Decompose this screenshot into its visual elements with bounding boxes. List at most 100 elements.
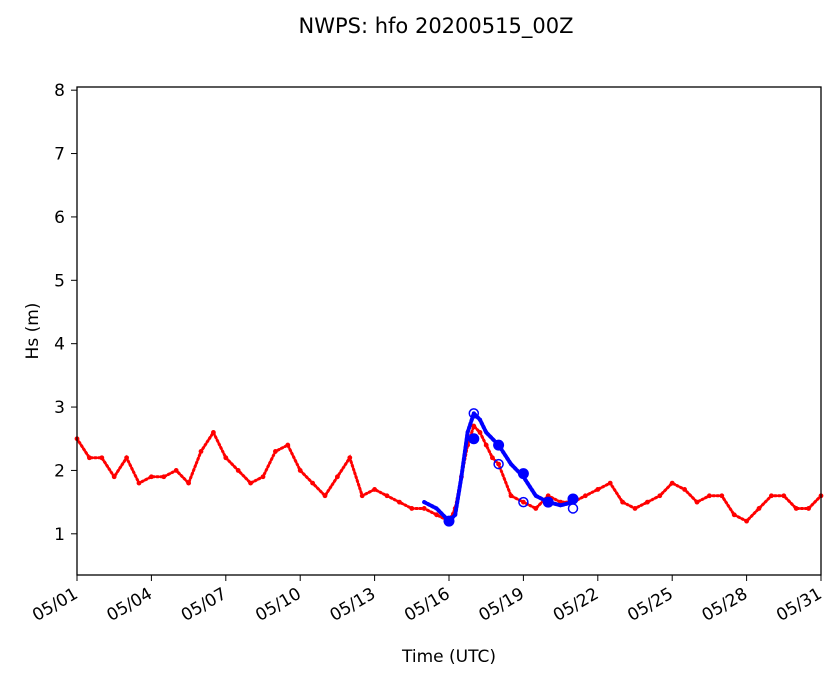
data-point	[453, 512, 458, 517]
data-point	[384, 493, 390, 499]
x-tick-label: 05/28	[699, 584, 751, 626]
data-point	[567, 493, 579, 505]
data-point	[719, 493, 725, 499]
data-point	[372, 487, 377, 492]
x-tick-label: 05/16	[401, 584, 453, 626]
data-point	[533, 506, 539, 511]
data-point	[707, 493, 712, 499]
data-point	[682, 487, 687, 492]
data-point	[434, 512, 439, 518]
data-point	[310, 480, 315, 486]
data-point	[508, 493, 514, 499]
data-point	[645, 499, 650, 505]
data-point	[347, 455, 353, 461]
data-point	[111, 474, 117, 480]
data-point	[632, 506, 638, 511]
y-tick-label: 1	[54, 525, 65, 545]
data-point	[567, 503, 579, 514]
data-point	[223, 455, 229, 461]
data-point	[478, 417, 482, 422]
y-axis: 1 2 3 4 5 6 7 8	[54, 81, 77, 545]
data-point	[620, 499, 625, 505]
data-point	[471, 411, 476, 416]
data-point	[397, 499, 402, 505]
plot-frame	[76, 86, 822, 576]
data-point	[459, 474, 464, 479]
data-point	[235, 468, 241, 473]
series-3	[443, 408, 579, 527]
y-tick-label: 3	[54, 398, 65, 418]
data-point	[99, 455, 105, 461]
x-tick-label: 05/07	[178, 584, 230, 626]
data-point	[496, 461, 501, 467]
data-point	[607, 480, 613, 486]
data-point	[434, 506, 439, 511]
x-axis: 05/01 05/04 05/07 05/10 05/13 05/16 05/19 05/22…	[29, 575, 826, 626]
data-point	[273, 449, 278, 454]
data-point	[359, 493, 365, 499]
plot-area	[77, 87, 821, 575]
data-point	[521, 499, 526, 505]
data-point	[465, 430, 470, 435]
data-point	[421, 506, 427, 511]
data-point	[793, 506, 799, 511]
chart-title: NWPS: hfo 20200515_00Z	[299, 14, 574, 39]
data-point	[468, 408, 480, 419]
x-tick-label: 05/04	[103, 584, 155, 626]
data-point	[583, 493, 588, 499]
data-point	[731, 512, 737, 518]
data-point	[533, 493, 538, 498]
data-point	[443, 515, 455, 527]
y-axis-label: Hs (m)	[23, 303, 43, 360]
data-point	[161, 474, 167, 480]
data-point	[806, 506, 811, 511]
data-point	[509, 462, 513, 467]
y-tick-label: 2	[54, 461, 65, 481]
x-tick-label: 05/13	[327, 584, 379, 626]
data-point	[769, 493, 774, 499]
data-point	[484, 430, 489, 435]
y-tick-label: 4	[54, 335, 65, 355]
data-point	[558, 503, 563, 508]
data-point	[490, 455, 495, 461]
y-tick-label: 5	[54, 271, 65, 291]
y-tick-label: 6	[54, 208, 65, 228]
data-point	[422, 500, 427, 505]
data-point	[493, 458, 504, 470]
data-point	[136, 480, 142, 486]
data-point	[124, 455, 129, 461]
data-point	[657, 493, 663, 499]
data-point	[173, 468, 179, 473]
data-point	[285, 442, 291, 448]
x-tick-label: 05/01	[29, 584, 81, 626]
data-point	[542, 496, 554, 508]
data-point	[744, 518, 749, 524]
x-tick-label: 05/31	[773, 584, 825, 626]
data-point	[518, 496, 529, 508]
data-point	[260, 474, 266, 480]
x-tick-label: 05/25	[624, 584, 676, 626]
data-point	[471, 423, 477, 429]
data-point	[248, 480, 254, 486]
data-point	[669, 480, 675, 486]
x-axis-label: Time (UTC)	[401, 647, 496, 667]
data-point	[595, 487, 601, 492]
x-tick-label: 05/10	[252, 584, 304, 626]
data-point	[542, 496, 554, 508]
data-point	[468, 433, 480, 445]
data-point	[483, 442, 489, 448]
data-point	[211, 430, 216, 435]
data-point	[297, 468, 303, 473]
data-point	[335, 474, 340, 480]
x-tick-label: 05/22	[550, 584, 602, 626]
data-point	[517, 468, 529, 480]
data-point	[477, 430, 483, 435]
data-point	[149, 474, 154, 480]
x-tick-label: 05/19	[475, 584, 527, 626]
y-tick-label: 7	[54, 145, 65, 165]
data-point	[756, 506, 762, 511]
y-tick-label: 8	[54, 81, 65, 101]
data-point	[443, 515, 455, 527]
series-layer	[74, 408, 824, 527]
